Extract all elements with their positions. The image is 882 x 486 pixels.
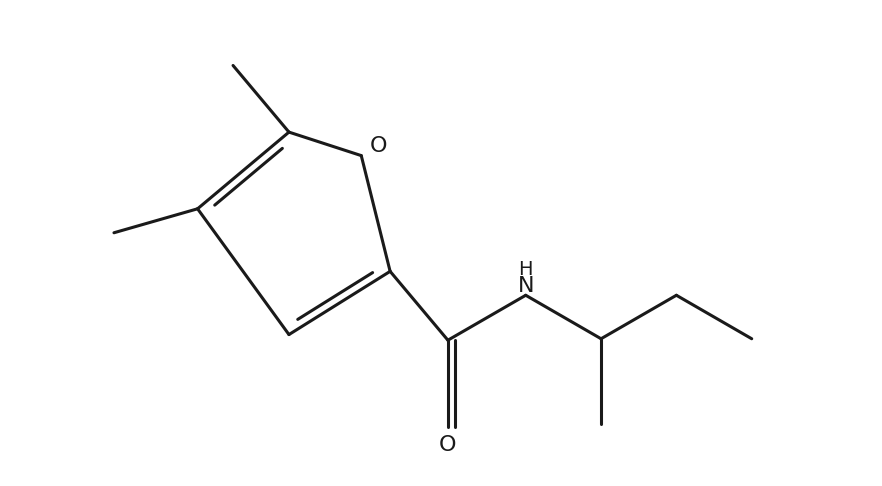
Text: O: O xyxy=(439,434,457,454)
Text: O: O xyxy=(370,136,387,156)
Text: N: N xyxy=(518,276,534,295)
Text: H: H xyxy=(519,260,533,278)
